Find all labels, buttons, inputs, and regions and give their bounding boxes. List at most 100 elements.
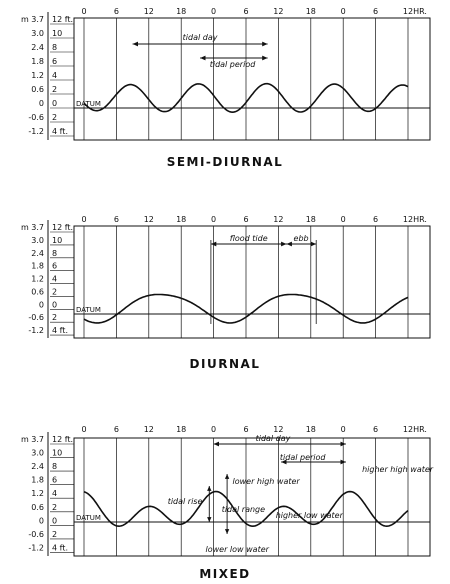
hour-tick-label: 6 — [114, 215, 119, 224]
meter-label: 1.8 — [31, 57, 44, 66]
feet-label: 12 ft. — [52, 15, 73, 24]
meter-label: 1.8 — [31, 262, 44, 271]
feet-label: 12 ft. — [52, 223, 73, 232]
feet-label: 2 — [52, 85, 57, 94]
meter-label: m 3.7 — [21, 15, 44, 24]
hour-tick-label: 6 — [373, 425, 378, 434]
meter-label: 2.4 — [31, 43, 44, 52]
hour-tick-label: 6 — [243, 425, 248, 434]
feet-label: 10 — [52, 236, 62, 245]
feet-label: 4 ft. — [52, 127, 68, 136]
feet-label: 2 — [52, 503, 57, 512]
chart-frame — [73, 225, 431, 339]
meter-label: 1.8 — [31, 476, 44, 485]
meter-label: -1.2 — [28, 326, 44, 335]
panel-diurnal: 0 6 12 18 0 6 12 18 0 6 12 HR.m 3.73.02.41.81.20.60… — [21, 215, 431, 371]
hour-tick-label: 0 — [211, 215, 216, 224]
tide-curve — [83, 293, 409, 324]
tidal-range-label: tidal range — [222, 505, 265, 514]
hour-tick-label: 12 — [273, 7, 283, 16]
hour-tick-label: 18 — [306, 215, 316, 224]
feet-label: 4 ft. — [52, 326, 68, 335]
meter-label: m 3.7 — [21, 435, 44, 444]
higher-high-water-label: higher high water — [362, 465, 434, 474]
hour-tick-label: 12 — [273, 425, 283, 434]
tidal-period-label: tidal period — [210, 60, 257, 69]
feet-label: 0 — [52, 516, 57, 525]
meter-label: 1.2 — [31, 489, 44, 498]
feet-label: 4 — [52, 71, 57, 80]
meter-label: -0.6 — [28, 313, 44, 322]
ebb-label: ebb — [294, 234, 309, 243]
tidal-period-label: tidal period — [280, 453, 327, 462]
meter-label: -0.6 — [28, 113, 44, 122]
meter-label: -0.6 — [28, 530, 44, 539]
meter-label: 1.2 — [31, 275, 44, 284]
meter-label: -1.2 — [28, 543, 44, 552]
hour-tick-label: 0 — [341, 215, 346, 224]
datum-label: DATUM — [76, 100, 101, 108]
feet-label: 12 ft. — [52, 435, 73, 444]
meter-label: 2.4 — [31, 462, 44, 471]
feet-label: 8 — [52, 249, 57, 258]
hour-tick-label: 0 — [211, 425, 216, 434]
hour-tick-label: 18 — [176, 215, 186, 224]
meter-label: m 3.7 — [21, 223, 44, 232]
hour-tick-label: 12 — [144, 7, 154, 16]
feet-label: 2 — [52, 287, 57, 296]
feet-label: 10 — [52, 29, 62, 38]
hour-tick-label: 12 — [403, 7, 413, 16]
hour-tick-label: 12 — [144, 425, 154, 434]
tidal-day-label: tidal day — [256, 434, 291, 443]
feet-label: 4 — [52, 275, 57, 284]
panel-title: DIURNAL — [190, 357, 261, 371]
feet-label: 4 — [52, 489, 57, 498]
panel-title: SEMI-DIURNAL — [167, 155, 284, 169]
meter-label: 1.2 — [31, 71, 44, 80]
meter-label: 3.0 — [31, 236, 44, 245]
meter-label: 0.6 — [31, 287, 44, 296]
lower-low-water-label: lower low water — [206, 545, 270, 554]
hour-tick-label: 0 — [211, 7, 216, 16]
feet-label: 2 — [52, 313, 57, 322]
panel-title: MIXED — [199, 567, 250, 581]
feet-label: 2 — [52, 530, 57, 539]
hour-tick-label: 0 — [81, 215, 86, 224]
hour-unit-label: HR. — [413, 425, 427, 434]
hour-unit-label: HR. — [413, 7, 427, 16]
meter-label: 3.0 — [31, 29, 44, 38]
tidal-rise-label: tidal rise — [168, 497, 203, 506]
meter-label: 0 — [39, 99, 44, 108]
feet-label: 0 — [52, 300, 57, 309]
hour-tick-label: 18 — [306, 7, 316, 16]
feet-label: 8 — [52, 43, 57, 52]
datum-label: DATUM — [76, 514, 101, 522]
feet-label: 4 ft. — [52, 543, 68, 552]
meter-label: 0.6 — [31, 85, 44, 94]
hour-tick-label: 12 — [403, 425, 413, 434]
hour-tick-label: 12 — [273, 215, 283, 224]
feet-label: 10 — [52, 449, 62, 458]
feet-label: 8 — [52, 462, 57, 471]
meter-label: 3.0 — [31, 449, 44, 458]
tide-curve — [83, 490, 409, 528]
hour-tick-label: 6 — [373, 215, 378, 224]
hour-tick-label: 6 — [373, 7, 378, 16]
hour-tick-label: 6 — [114, 7, 119, 16]
hour-tick-label: 0 — [341, 425, 346, 434]
hour-tick-label: 6 — [243, 215, 248, 224]
panel-semi: 0 6 12 18 0 6 12 18 0 6 12 HR.m 3.73.02.41.81.20.60… — [21, 7, 431, 169]
panel-mixed: 0 6 12 18 0 6 12 18 0 6 12 HR.m 3.73.02.41.81.20.60… — [21, 425, 434, 581]
hour-tick-label: 0 — [341, 7, 346, 16]
hour-tick-label: 18 — [176, 7, 186, 16]
feet-label: 6 — [52, 57, 57, 66]
tidal-day-label: tidal day — [183, 33, 218, 42]
datum-label: DATUM — [76, 306, 101, 314]
meter-label: 0 — [39, 300, 44, 309]
hour-tick-label: 12 — [403, 215, 413, 224]
tide-curve — [83, 82, 409, 114]
hour-tick-label: 0 — [81, 425, 86, 434]
hour-tick-label: 6 — [243, 7, 248, 16]
higher-low-water-label: higher low water — [276, 511, 344, 520]
